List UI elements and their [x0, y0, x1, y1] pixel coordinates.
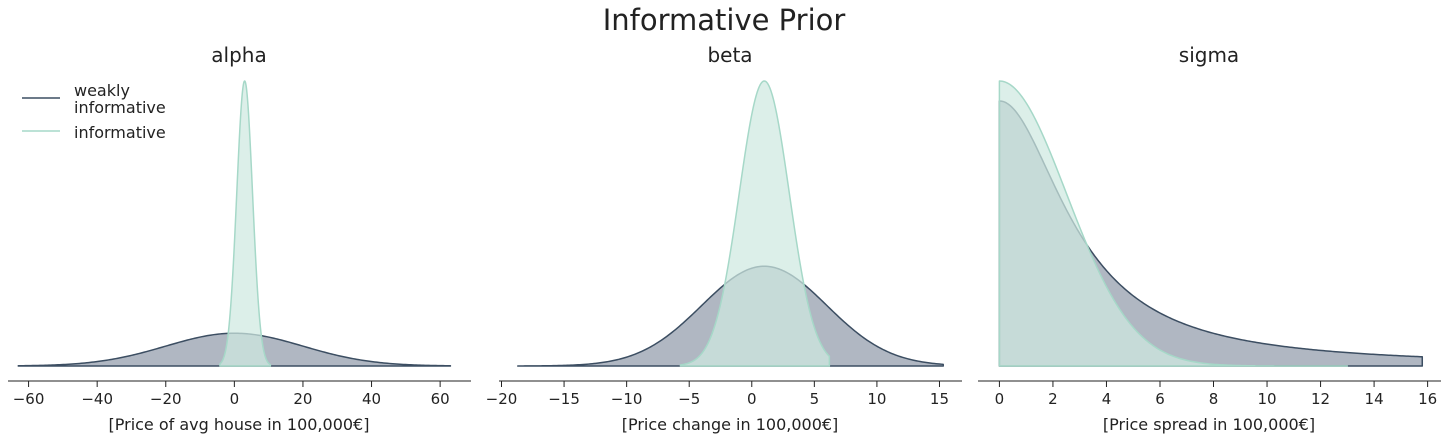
- x-tick-label: 10: [1257, 390, 1276, 408]
- x-tick-label: 5: [810, 390, 820, 408]
- figure-title: Informative Prior: [603, 3, 846, 37]
- x-tick-label: 40: [362, 390, 381, 408]
- legend-label-weakly-line2: informative: [74, 98, 166, 117]
- x-tick-label: 16: [1418, 390, 1437, 408]
- x-tick-label: 8: [1209, 390, 1219, 408]
- x-tick-label: 60: [431, 390, 450, 408]
- panel-alpha: alpha −60 −40 −20 0 20 40 60 [Price of avg hou…: [8, 43, 471, 434]
- x-axis-label-alpha: [Price of avg house in 100,000€]: [109, 415, 370, 434]
- panel-title-sigma: sigma: [1179, 43, 1239, 67]
- x-tick-label: −20: [486, 390, 518, 408]
- density-line-sigma-informative: [998, 80, 1349, 367]
- x-axis-label-sigma: [Price spread in 100,000€]: [1103, 415, 1315, 434]
- panel-title-alpha: alpha: [211, 43, 266, 67]
- legend: weakly informative informative: [22, 81, 166, 142]
- plot-area-beta: [517, 80, 944, 367]
- x-tick-label: 14: [1365, 390, 1384, 408]
- x-tick-label: 6: [1155, 390, 1165, 408]
- x-axis-label-beta: [Price change in 100,000€]: [622, 415, 839, 434]
- legend-label-informative: informative: [74, 123, 166, 142]
- x-tick-label: 15: [930, 390, 949, 408]
- density-line-alpha-informative: [219, 80, 272, 367]
- x-ticks-alpha: −60 −40 −20 0 20 40 60: [13, 381, 450, 408]
- panel-beta: beta −20 −15 −10 −5 0 5 10 15 [Price change in …: [486, 43, 962, 434]
- density-line-beta-informative: [679, 80, 831, 367]
- x-tick-label: 10: [867, 390, 886, 408]
- x-tick-label: −60: [13, 390, 45, 408]
- x-ticks-beta: −20 −15 −10 −5 0 5 10 15: [486, 381, 949, 408]
- legend-item-weakly: weakly informative: [22, 81, 166, 117]
- plot-area-alpha: [17, 80, 452, 367]
- legend-label-weakly-line1: weakly: [74, 81, 130, 100]
- x-tick-label: −15: [548, 390, 580, 408]
- x-ticks-sigma: 0 2 4 6 8 10 12 14 16: [995, 381, 1437, 408]
- x-tick-label: 12: [1311, 390, 1330, 408]
- x-tick-label: 20: [293, 390, 312, 408]
- x-tick-label: 0: [230, 390, 240, 408]
- density-fill-alpha-informative: [219, 81, 271, 367]
- density-fill-beta-informative: [680, 81, 830, 366]
- panel-sigma: sigma 0 2 4 6 8 10 12 14 16 [Price spread in 100…: [978, 43, 1441, 434]
- x-tick-label: −10: [611, 390, 643, 408]
- density-fill-sigma-informative: [999, 81, 1348, 366]
- x-tick-label: −40: [81, 390, 113, 408]
- x-tick-label: 0: [995, 390, 1005, 408]
- panel-title-beta: beta: [707, 43, 752, 67]
- x-tick-label: −20: [150, 390, 182, 408]
- plot-area-sigma: [998, 80, 1424, 367]
- legend-item-informative: informative: [22, 123, 166, 142]
- x-tick-label: 4: [1102, 390, 1112, 408]
- x-tick-label: 2: [1048, 390, 1058, 408]
- x-tick-label: 0: [747, 390, 757, 408]
- x-tick-label: −5: [678, 390, 700, 408]
